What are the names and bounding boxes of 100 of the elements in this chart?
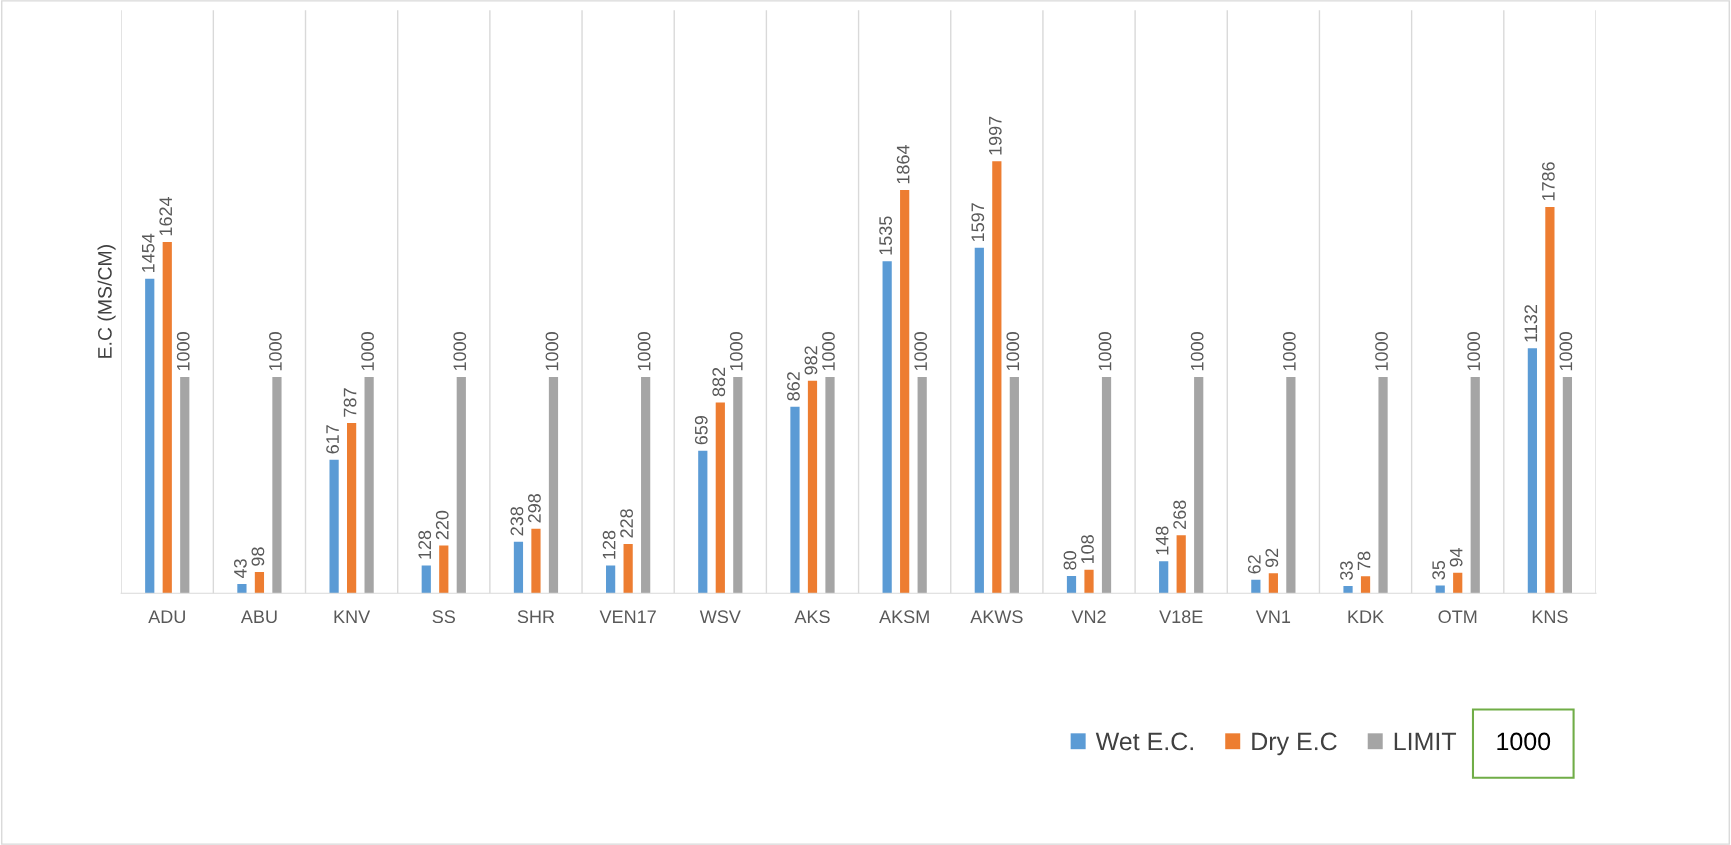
text: 1000	[1497, 732, 1551, 751]
x-tick-label: SS	[432, 610, 455, 624]
data-label: 862	[787, 372, 800, 401]
bar	[641, 376, 651, 594]
bar	[237, 583, 247, 594]
bar	[254, 572, 265, 594]
data-label: 1000	[361, 332, 374, 371]
data-label: 148	[1155, 526, 1169, 555]
bar	[1378, 376, 1388, 594]
data-label: 787	[343, 388, 357, 417]
bar	[1562, 376, 1573, 594]
data-label: 238	[510, 506, 524, 536]
bar	[715, 402, 725, 594]
data-label: 617	[326, 425, 339, 454]
x-tick-label: VEN17	[599, 610, 656, 623]
bar	[1084, 569, 1094, 594]
data-label: 1000	[822, 332, 835, 371]
x-tick-label: SHR	[517, 610, 555, 624]
data-label: 43	[233, 559, 247, 579]
bar	[364, 376, 374, 594]
data-label: 298	[528, 494, 541, 523]
x-tick-label: KDK	[1348, 610, 1384, 623]
bar	[531, 528, 541, 594]
data-label: 33	[1340, 561, 1353, 580]
x-tick-label: KNV	[334, 610, 371, 623]
bar	[421, 565, 431, 594]
data-label: 228	[620, 509, 633, 538]
bar	[917, 376, 927, 594]
bar	[1343, 586, 1353, 594]
data-label: 35	[1432, 560, 1446, 580]
bar	[1159, 561, 1169, 594]
data-label: 98	[251, 547, 265, 566]
bar	[145, 278, 155, 594]
bar	[272, 376, 282, 594]
data-label: 1000	[176, 332, 190, 371]
data-label: 80	[1063, 551, 1077, 570]
bar	[329, 459, 339, 594]
data-label: 1997	[988, 116, 1002, 155]
data-label: 882	[712, 367, 726, 397]
data-label: 108	[1081, 535, 1094, 564]
data-label: 268	[1173, 500, 1187, 529]
y-axis-title: E.C (MS/CM)	[97, 245, 116, 358]
data-label: 62	[1247, 555, 1261, 574]
bar	[623, 543, 633, 594]
data-label: 1000	[1006, 332, 1020, 371]
data-label: 1864	[896, 145, 910, 184]
data-label: 1624	[159, 196, 173, 236]
x-tick-label: WSV	[699, 610, 741, 624]
bar	[439, 545, 449, 594]
bar	[162, 241, 172, 594]
data-label: 1454	[141, 233, 155, 272]
data-label: 1000	[1282, 332, 1296, 371]
data-label: 1535	[879, 216, 892, 255]
data-label: 1000	[1375, 332, 1388, 371]
bar	[1066, 575, 1077, 594]
data-label: 1000	[1190, 332, 1204, 371]
bar	[1527, 348, 1537, 594]
data-label: 1132	[1524, 305, 1538, 342]
bar	[1176, 535, 1186, 594]
x-tick-label: VN1	[1255, 610, 1291, 623]
data-label: 1000	[637, 332, 651, 371]
x-tick-label: AKSM	[879, 610, 929, 624]
bar	[807, 380, 818, 594]
data-label: 128	[418, 530, 432, 559]
bar	[606, 565, 616, 594]
bar	[900, 190, 910, 594]
data-label: 220	[435, 510, 449, 540]
bar	[1435, 585, 1445, 594]
bar	[347, 422, 357, 594]
data-label: 1786	[1541, 162, 1555, 201]
data-label: 982	[804, 346, 818, 375]
bar	[992, 161, 1002, 594]
bar	[1268, 573, 1278, 594]
bar	[1286, 376, 1296, 594]
bar	[1470, 376, 1480, 594]
bar	[790, 406, 800, 594]
data-label: 1000	[545, 332, 559, 371]
data-label: 659	[694, 415, 708, 445]
bar	[882, 261, 892, 594]
bar	[1360, 576, 1371, 594]
bar	[513, 541, 524, 594]
bar	[1545, 206, 1555, 594]
data-label: 94	[1449, 547, 1463, 567]
data-label: 92	[1265, 548, 1279, 568]
bar	[733, 376, 743, 594]
data-label: 1597	[971, 203, 985, 242]
x-tick-label: V18E	[1159, 610, 1203, 624]
data-label: 1000	[1559, 332, 1573, 371]
x-tick-label: AKWS	[970, 610, 1023, 624]
bar	[456, 376, 466, 594]
data-label: 1000	[729, 332, 743, 371]
x-tick-label: KNS	[1532, 610, 1568, 624]
bar	[548, 376, 559, 594]
data-label: 78	[1357, 551, 1371, 570]
data-label: 128	[602, 530, 616, 559]
data-label: 1000	[1098, 332, 1112, 371]
x-tick-label: ABU	[240, 610, 277, 624]
data-label: 1000	[914, 332, 928, 371]
x-tick-label: OTM	[1438, 610, 1477, 624]
data-label: 1000	[1467, 332, 1481, 371]
